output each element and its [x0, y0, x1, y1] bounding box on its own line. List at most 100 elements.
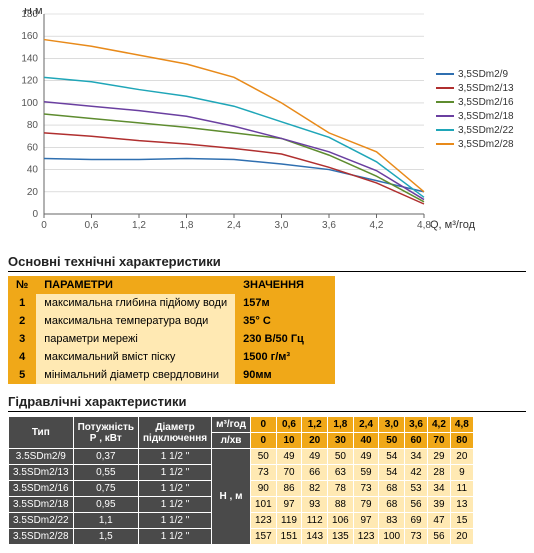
h-value: 97 — [276, 497, 302, 513]
type-name: 3.5SDm2/9 — [9, 449, 74, 465]
spec-row: 3 параметри мережі 230 В/50 Гц — [8, 330, 335, 348]
h-value: 11 — [450, 481, 473, 497]
spec-row: 5 мінімальний діаметр свердловини 90мм — [8, 366, 335, 384]
type-diam: 1 1/2 " — [139, 465, 212, 481]
svg-text:3,0: 3,0 — [275, 220, 289, 231]
col-param: ПАРАМЕТРИ — [36, 276, 235, 294]
h-value: 53 — [405, 481, 428, 497]
svg-text:1,2: 1,2 — [132, 220, 146, 231]
h-value: 54 — [379, 465, 405, 481]
svg-text:60: 60 — [27, 142, 39, 153]
svg-text:0: 0 — [41, 220, 47, 231]
h-value: 49 — [353, 449, 379, 465]
type-name: 3.5SDm2/28 — [9, 529, 74, 545]
h-value: 123 — [353, 529, 379, 545]
flow-m3h: 3,6 — [405, 417, 428, 433]
svg-text:3,5SDm2/13: 3,5SDm2/13 — [458, 83, 514, 94]
h-value: 73 — [250, 465, 276, 481]
type-power: 0,75 — [73, 481, 138, 497]
flow-lmin: 0 — [250, 433, 276, 449]
type-diam: 1 1/2 " — [139, 513, 212, 529]
flow-m3h: 0,6 — [276, 417, 302, 433]
h-value: 59 — [353, 465, 379, 481]
col-no: № — [8, 276, 36, 294]
h-value: 20 — [450, 449, 473, 465]
h-value: 66 — [302, 465, 328, 481]
h-value: 135 — [328, 529, 354, 545]
svg-text:3,6: 3,6 — [322, 220, 336, 231]
type-name: 3.5SDm2/22 — [9, 513, 74, 529]
flow-m3h: 0 — [250, 417, 276, 433]
h-value: 93 — [302, 497, 328, 513]
spec-row: 1 максимальна глибина підйому води 157м — [8, 294, 335, 312]
hydro-table: ТипПотужністьР , кВтДіаметрпідключенням³… — [8, 416, 474, 545]
spec-row: 4 максимальний вміст піску 1500 г/м³ — [8, 348, 335, 366]
flow-lmin: 40 — [353, 433, 379, 449]
h-value: 54 — [379, 449, 405, 465]
svg-text:20: 20 — [27, 187, 39, 198]
h-value: 20 — [450, 529, 473, 545]
svg-text:40: 40 — [27, 165, 39, 176]
h-value: 73 — [405, 529, 428, 545]
svg-text:160: 160 — [21, 31, 38, 42]
h-value: 47 — [428, 513, 451, 529]
flow-lmin: 10 — [276, 433, 302, 449]
type-power: 0,95 — [73, 497, 138, 513]
h-value: 83 — [379, 513, 405, 529]
h-value: 100 — [379, 529, 405, 545]
svg-text:1,8: 1,8 — [180, 220, 194, 231]
type-diam: 1 1/2 " — [139, 449, 212, 465]
svg-text:3,5SDm2/22: 3,5SDm2/22 — [458, 125, 514, 136]
flow-m3h: 2,4 — [353, 417, 379, 433]
hydro-divider — [8, 411, 526, 412]
h-value: 34 — [405, 449, 428, 465]
svg-text:3,5SDm2/28: 3,5SDm2/28 — [458, 139, 514, 150]
h-value: 29 — [428, 449, 451, 465]
specs-table: № ПАРАМЕТРИ ЗНАЧЕННЯ 1 максимальна глиби… — [8, 276, 335, 384]
svg-text:100: 100 — [21, 98, 38, 109]
svg-text:140: 140 — [21, 53, 38, 64]
h-value: 70 — [276, 465, 302, 481]
h-value: 86 — [276, 481, 302, 497]
row-lmin: л/хв — [212, 433, 251, 449]
h-value: 73 — [353, 481, 379, 497]
h-value: 9 — [450, 465, 473, 481]
h-value: 56 — [428, 529, 451, 545]
row-hm: Н , м — [212, 449, 251, 545]
h-value: 151 — [276, 529, 302, 545]
col-value: ЗНАЧЕННЯ — [235, 276, 335, 294]
h-value: 90 — [250, 481, 276, 497]
flow-m3h: 4,2 — [428, 417, 451, 433]
h-value: 15 — [450, 513, 473, 529]
svg-text:0: 0 — [32, 209, 38, 220]
flow-lmin: 80 — [450, 433, 473, 449]
flow-m3h: 1,2 — [302, 417, 328, 433]
col-power: ПотужністьР , кВт — [73, 417, 138, 449]
svg-text:Q, м³/год: Q, м³/год — [430, 219, 476, 231]
h-value: 49 — [276, 449, 302, 465]
type-name: 3.5SDm2/16 — [9, 481, 74, 497]
h-value: 157 — [250, 529, 276, 545]
h-value: 82 — [302, 481, 328, 497]
h-value: 88 — [328, 497, 354, 513]
h-value: 143 — [302, 529, 328, 545]
svg-text:0,6: 0,6 — [85, 220, 99, 231]
type-power: 0,55 — [73, 465, 138, 481]
flow-lmin: 60 — [405, 433, 428, 449]
h-value: 50 — [328, 449, 354, 465]
specs-divider — [8, 271, 526, 272]
svg-text:3,5SDm2/18: 3,5SDm2/18 — [458, 111, 514, 122]
h-value: 68 — [379, 481, 405, 497]
h-value: 106 — [328, 513, 354, 529]
specs-title: Основні технічні характеристики — [8, 254, 526, 269]
svg-text:4,2: 4,2 — [370, 220, 384, 231]
type-name: 3.5SDm2/18 — [9, 497, 74, 513]
flow-m3h: 4,8 — [450, 417, 473, 433]
flow-m3h: 1,8 — [328, 417, 354, 433]
hydro-title: Гідравлічні характеристики — [8, 394, 526, 409]
h-value: 39 — [428, 497, 451, 513]
type-power: 1,1 — [73, 513, 138, 529]
flow-m3h: 3,0 — [379, 417, 405, 433]
h-value: 78 — [328, 481, 354, 497]
type-diam: 1 1/2 " — [139, 497, 212, 513]
